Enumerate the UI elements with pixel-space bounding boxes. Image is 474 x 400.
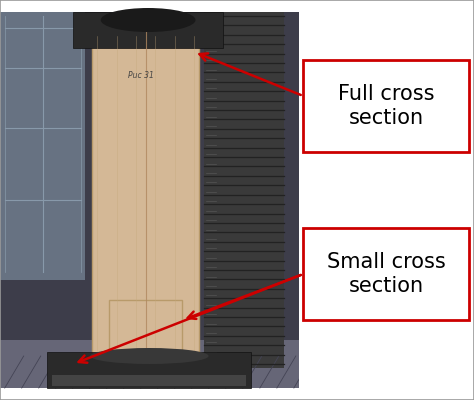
Bar — [303, 60, 469, 152]
Bar — [52, 375, 246, 386]
Bar — [0, 12, 85, 280]
Bar — [299, 0, 474, 400]
Bar — [204, 12, 284, 368]
Bar — [303, 228, 469, 320]
Ellipse shape — [100, 8, 195, 32]
Text: Small cross
section: Small cross section — [327, 252, 446, 296]
Bar — [92, 28, 199, 360]
Bar — [0, 12, 299, 388]
Bar — [0, 340, 299, 388]
Text: Puc 31: Puc 31 — [128, 72, 154, 80]
Bar — [47, 352, 251, 388]
Text: Full cross
section: Full cross section — [338, 84, 435, 128]
Ellipse shape — [90, 348, 209, 364]
Bar — [109, 300, 182, 360]
Bar — [73, 12, 223, 48]
